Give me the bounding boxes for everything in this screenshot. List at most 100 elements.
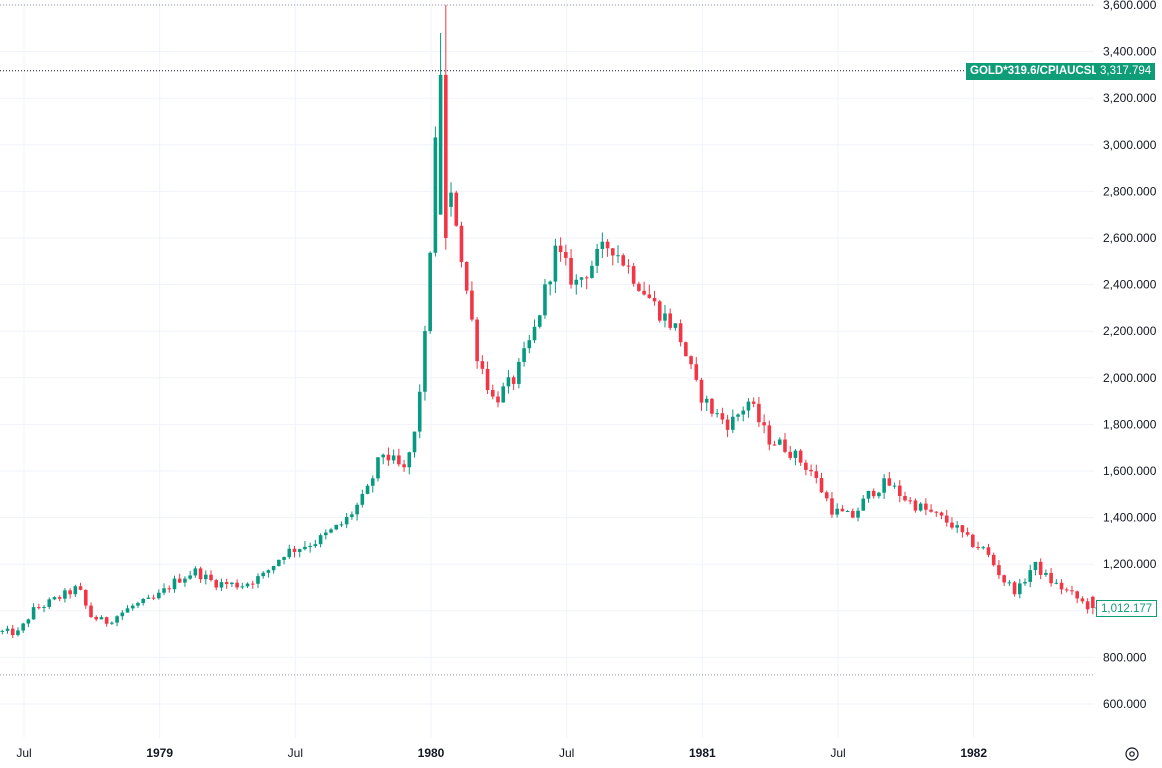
candle-body — [929, 509, 933, 512]
candle-body — [882, 478, 886, 493]
candle-body — [444, 74, 448, 239]
candle-body — [42, 606, 46, 608]
candle-down — [198, 566, 203, 583]
candle-down — [397, 448, 401, 467]
candle-body — [490, 390, 495, 397]
candle-body — [266, 570, 271, 573]
candle-body — [381, 454, 386, 458]
candle-body — [892, 485, 897, 487]
candle-body — [746, 401, 751, 411]
candle-body — [1070, 590, 1074, 592]
candle-down — [997, 560, 1001, 580]
y-tick-label: 800.000 — [1103, 650, 1147, 664]
candle-down — [490, 384, 495, 400]
symbol-label: GOLD*319.6/CPIAUCSL — [966, 62, 1103, 80]
y-tick-label: 1,200.000 — [1103, 557, 1157, 571]
candle-down — [1085, 598, 1090, 614]
candle-body — [10, 628, 15, 636]
candle-up — [31, 603, 36, 620]
candle-up — [527, 334, 532, 354]
candle-down — [214, 578, 219, 591]
candle-up — [1028, 564, 1033, 588]
candle-down — [944, 509, 949, 527]
candle-body — [146, 597, 151, 599]
candle-down — [678, 319, 683, 347]
candle-body — [814, 471, 819, 478]
candle-body — [971, 534, 975, 547]
candle-body — [595, 248, 599, 266]
candle-body — [130, 605, 135, 609]
candle-up — [1033, 561, 1038, 576]
price-lines-layer — [0, 4, 1096, 676]
candle-body — [1023, 581, 1027, 584]
candle-down — [454, 190, 459, 227]
candle-body — [663, 313, 667, 321]
candle-up — [183, 576, 187, 587]
candle-up — [193, 566, 198, 578]
candle-body — [496, 396, 500, 403]
candle-body — [579, 277, 584, 280]
candle-up — [47, 597, 52, 609]
candle-body — [657, 301, 662, 321]
candle-up — [449, 182, 453, 217]
x-tick-label: 1981 — [689, 746, 716, 760]
candle-body — [642, 290, 646, 295]
candle-body — [777, 439, 782, 445]
candle-body — [433, 137, 438, 253]
candle-down — [637, 281, 641, 293]
candle-body — [537, 315, 542, 327]
candle-down — [976, 541, 980, 551]
candle-up — [746, 398, 751, 418]
candle-body — [918, 503, 923, 511]
candle-body — [751, 401, 756, 404]
candle-up — [344, 513, 349, 529]
candle-body — [209, 574, 213, 581]
candle-up — [162, 583, 166, 596]
candle-body — [177, 578, 182, 583]
candle-down — [965, 527, 970, 537]
candle-down — [167, 585, 172, 593]
candle-down — [908, 496, 913, 505]
candle-body — [798, 450, 803, 463]
candle-down — [903, 491, 907, 502]
candle-down — [402, 459, 406, 472]
candle-up — [355, 502, 359, 521]
candle-body — [736, 414, 740, 417]
candle-down — [694, 356, 699, 382]
candle-body — [981, 547, 986, 549]
candle-body — [449, 192, 453, 207]
candle-up — [261, 571, 265, 579]
candle-body — [1002, 575, 1006, 583]
candle-body — [16, 630, 20, 636]
y-tick-label: 3,400.000 — [1103, 45, 1157, 59]
candle-up — [16, 627, 20, 637]
candle-body — [772, 444, 777, 446]
candle-body — [1028, 570, 1033, 582]
candle-up — [428, 251, 432, 334]
candle-up — [412, 431, 417, 458]
candle-down — [1070, 585, 1074, 595]
candle-body — [68, 590, 72, 595]
candle-up — [433, 126, 438, 257]
candle-body — [78, 586, 83, 590]
candle-up — [877, 491, 881, 499]
candle-body — [115, 616, 119, 623]
candle-up — [532, 319, 537, 344]
candle-down — [699, 377, 704, 411]
candle-body — [136, 603, 140, 606]
candle-body — [360, 493, 365, 505]
candle-up — [287, 544, 292, 560]
candle-up — [715, 409, 719, 418]
candle-up — [99, 615, 104, 620]
candle-down — [1059, 579, 1064, 595]
candle-body — [256, 576, 260, 584]
candle-up — [308, 542, 312, 553]
settings-gear-icon[interactable] — [1123, 745, 1141, 763]
candle-body — [757, 403, 761, 423]
candle-up — [417, 384, 422, 439]
candle-body — [871, 490, 876, 497]
candle-body — [950, 522, 954, 528]
candle-body — [673, 323, 678, 328]
